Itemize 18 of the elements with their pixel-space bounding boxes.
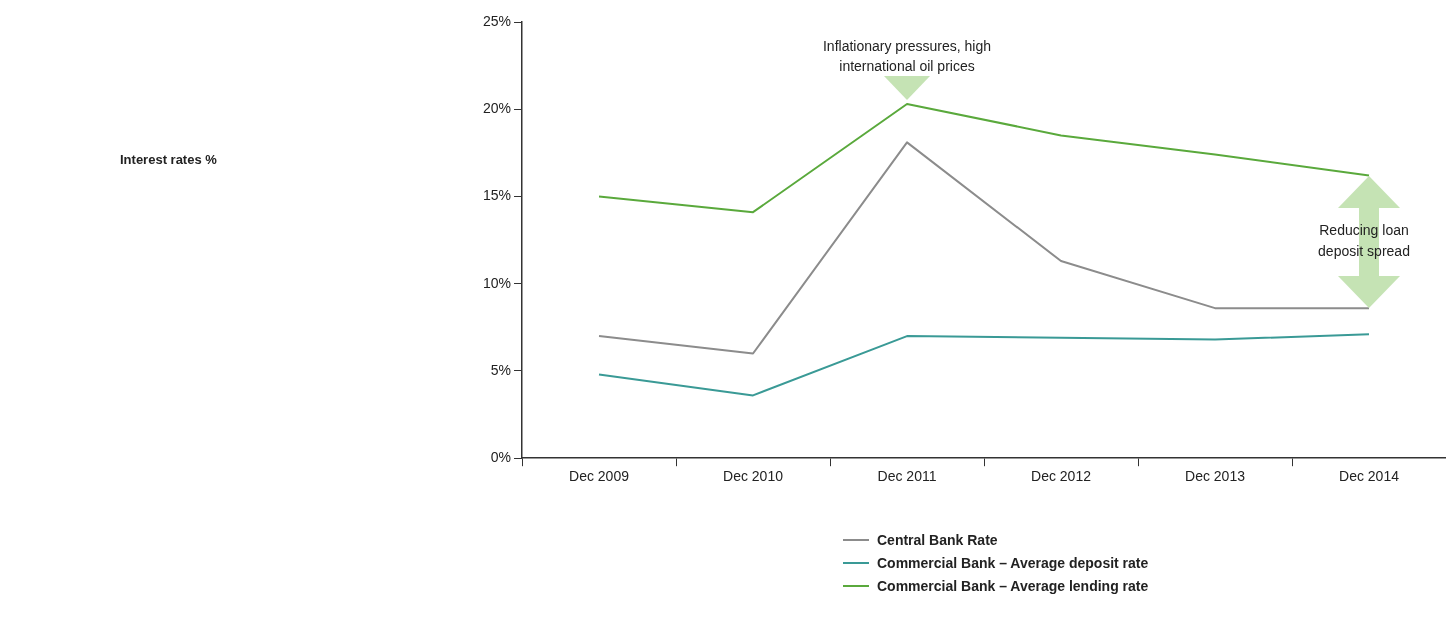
- x-tick-label: Dec 2011: [877, 468, 937, 485]
- x-tick-label: Dec 2013: [1185, 468, 1246, 485]
- y-tick-label: 25%: [482, 12, 512, 29]
- x-tick-label: Dec 2012: [1031, 468, 1092, 485]
- text: Interest rates %: [120, 152, 217, 167]
- y-tick-label: 0%: [490, 449, 512, 466]
- y-tick-label: 20%: [482, 100, 512, 117]
- y-tick-label: 5%: [490, 361, 512, 378]
- legend-label: Commercial Bank – Average lending rate: [877, 577, 1149, 594]
- y-tick-label: 15%: [482, 187, 512, 204]
- annotation: Inflationary pressures, high international oil prices: [821, 37, 993, 76]
- annotation: Reducing loan deposit spread: [1317, 220, 1411, 261]
- y-tick-label: 10%: [482, 274, 512, 291]
- x-tick-label: Dec 2010: [723, 468, 784, 485]
- x-tick-label: Dec 2009: [569, 468, 630, 485]
- legend-label: Commercial Bank – Average deposit rate: [877, 554, 1149, 571]
- x-tick-label: Dec 2014: [1339, 468, 1400, 485]
- legend-label: Central Bank Rate: [877, 531, 998, 548]
